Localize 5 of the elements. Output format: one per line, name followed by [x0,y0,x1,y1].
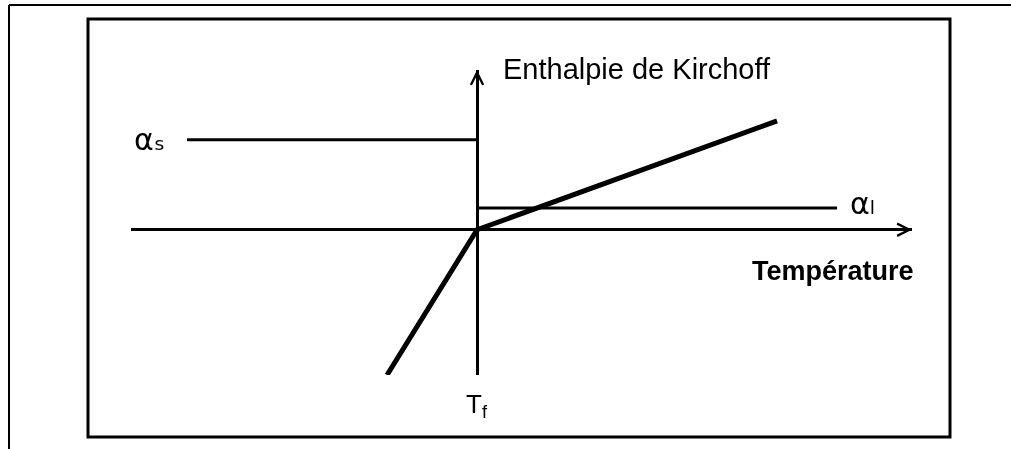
y-axis-title: Enthalpie de Kirchoff [503,53,772,85]
series-label: αₗ [850,186,875,221]
series-label: αₛ [134,122,165,157]
text: T$_{f}$ [466,389,488,423]
x-axis-title: Température [752,256,914,286]
